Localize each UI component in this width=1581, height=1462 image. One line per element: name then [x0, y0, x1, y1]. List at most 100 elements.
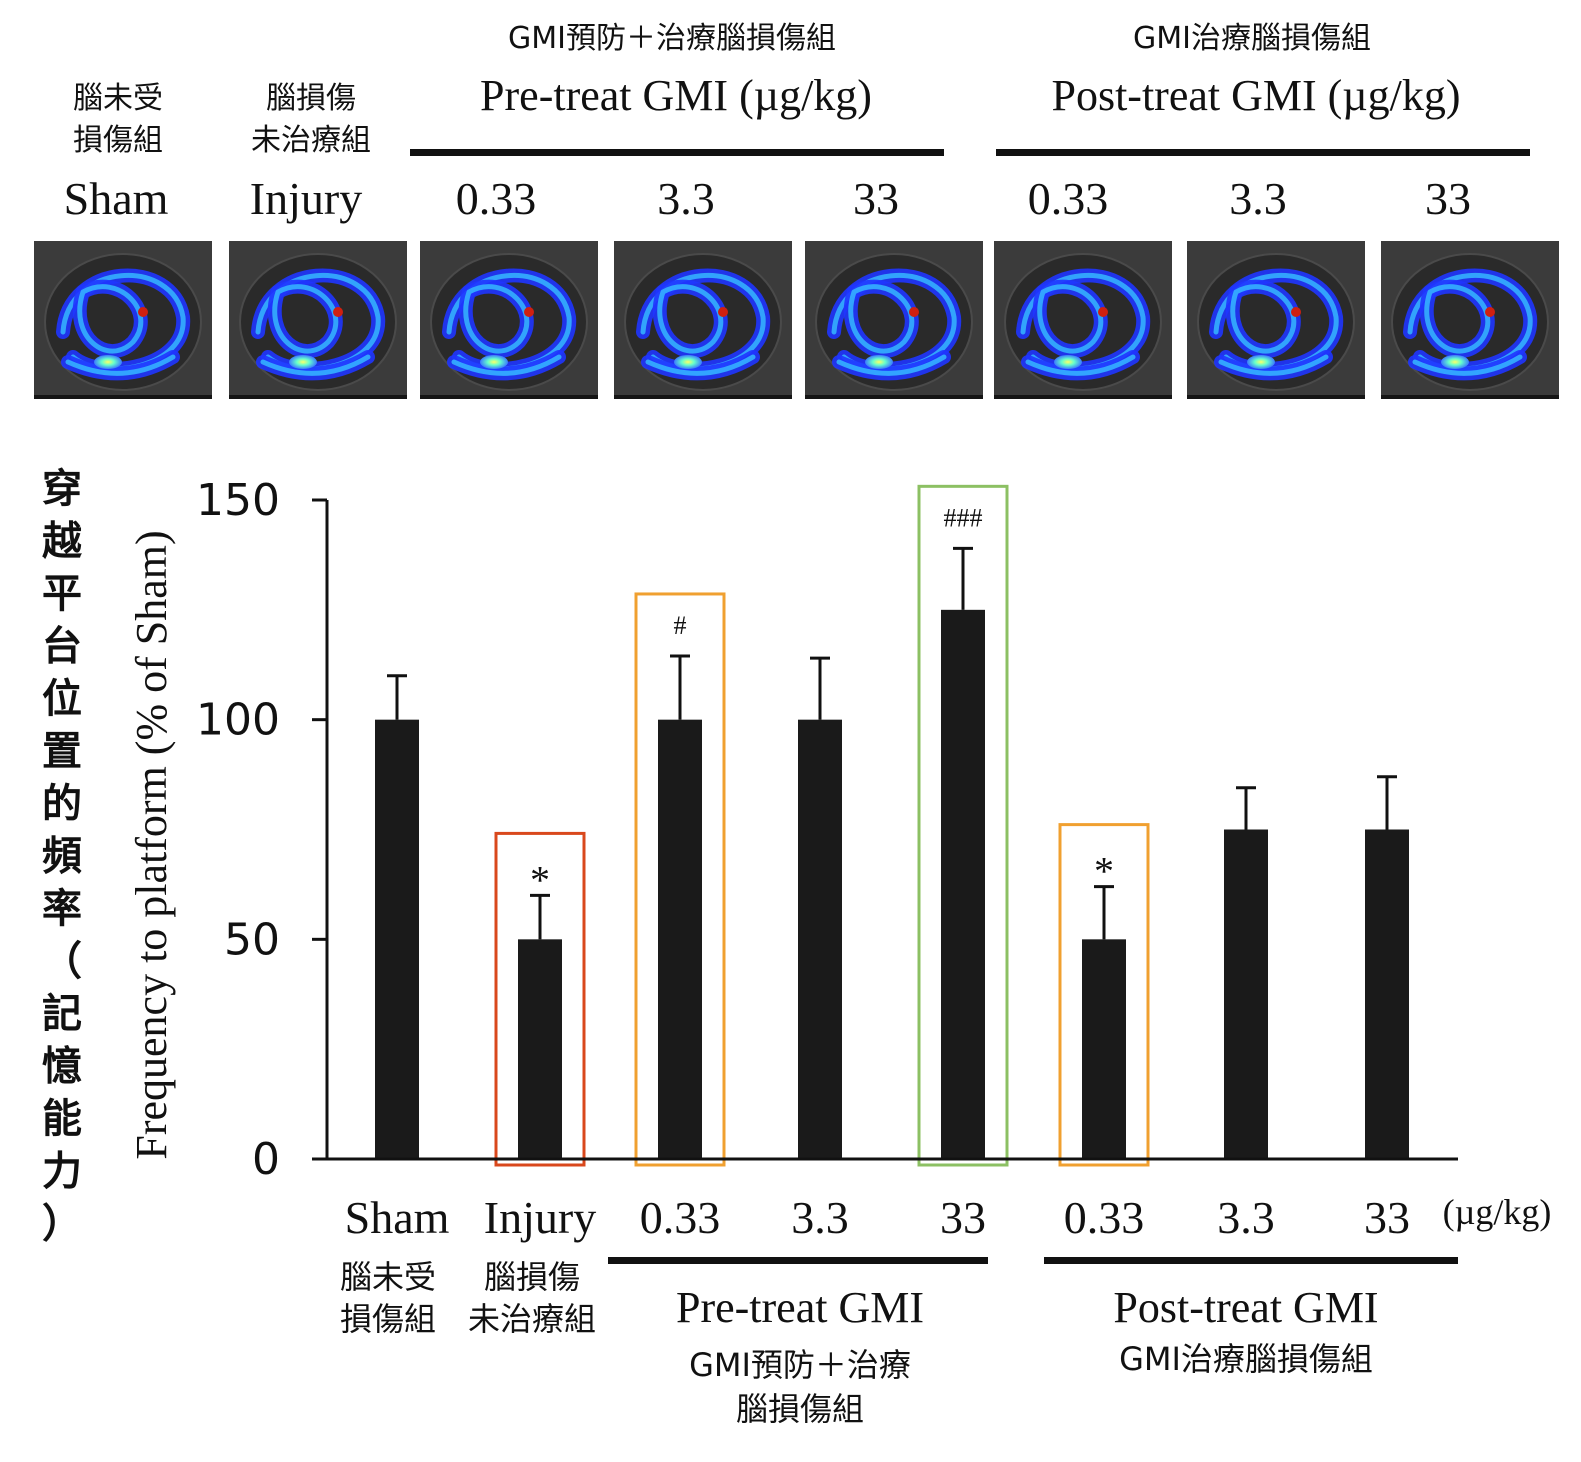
- injury-cn-label-line2: 未治療組: [251, 123, 371, 158]
- bar: [798, 719, 842, 1159]
- annotation-label: *: [530, 857, 550, 902]
- post-group-cn-title: GMI治療腦損傷組: [1133, 21, 1371, 56]
- hotspot: [674, 355, 702, 369]
- y-axis-cn-char: （: [42, 939, 82, 985]
- highlight-box: [634, 592, 726, 1167]
- trace-image-border: [805, 395, 983, 399]
- x-group-post-cn-line1: GMI治療腦損傷組: [1119, 1340, 1373, 1378]
- x-cn-sham-line1: 腦未受: [340, 1258, 436, 1296]
- swim-path-highlight: [451, 354, 562, 376]
- trace-image: [34, 241, 212, 399]
- y-axis-cn-char: 台: [42, 624, 82, 670]
- error-bars: [387, 546, 1397, 940]
- column-label: 33: [853, 173, 899, 224]
- post-group-axis-underline: [1044, 1257, 1458, 1264]
- x-cn-sham-line2: 損傷組: [340, 1300, 436, 1338]
- hotspot-peak: [333, 307, 343, 317]
- column-label: Sham: [64, 173, 169, 224]
- sham-cn-label-line1: 腦未受: [73, 81, 163, 116]
- column-label: 0.33: [456, 173, 537, 224]
- bar: [941, 609, 985, 1159]
- x-group-pre-cn-line2: 腦損傷組: [736, 1390, 864, 1428]
- y-tick-label: 100: [196, 695, 280, 746]
- post-group-en-title: Post-treat GMI (µg/kg): [1051, 71, 1460, 120]
- swim-path-highlight: [1424, 284, 1491, 354]
- annotation-label: *: [1094, 849, 1114, 894]
- injury-cn-label-line1: 腦損傷: [266, 81, 356, 116]
- trace-image-border: [1187, 395, 1365, 399]
- swim-path-highlight: [1412, 354, 1523, 376]
- sham-cn-label-line2: 損傷組: [73, 123, 163, 158]
- swim-path-highlight: [645, 354, 756, 376]
- hotspot-peak: [909, 307, 919, 317]
- swim-path-highlight: [657, 284, 724, 354]
- swim-path-highlight: [848, 284, 915, 354]
- pre-group-underline: [410, 149, 944, 156]
- bar: [1224, 829, 1268, 1159]
- hotspot-peak: [138, 307, 148, 317]
- swim-path-highlight: [272, 284, 339, 354]
- y-axis-cn-char: 平: [42, 571, 82, 617]
- post-group-underline: [996, 149, 1530, 156]
- trace-image-border: [229, 395, 407, 399]
- y-axis-cn-char: 置: [42, 729, 82, 775]
- y-tick-label: 0: [252, 1134, 280, 1185]
- bar: [518, 939, 562, 1159]
- hotspot-peak: [524, 307, 534, 317]
- y-axis-cn-char: 越: [42, 519, 82, 565]
- swim-path-highlight: [260, 354, 371, 376]
- swim-path-highlight: [1025, 354, 1136, 376]
- x-tick-label: 3.3: [791, 1192, 849, 1243]
- swim-trace-images: [34, 241, 1559, 399]
- y-axis-label: Frequency to platform (% of Sham): [127, 530, 176, 1159]
- highlight-boxes: [494, 484, 1150, 1167]
- y-tick-label: 50: [224, 914, 280, 965]
- hotspot-peak: [1485, 307, 1495, 317]
- x-tick-label: Sham: [345, 1192, 450, 1243]
- swim-path-highlight: [1218, 354, 1329, 376]
- bars: [375, 609, 1409, 1159]
- hotspot: [289, 355, 317, 369]
- pre-group-axis-underline: [608, 1257, 988, 1264]
- hotspot: [1441, 355, 1469, 369]
- bar: [1365, 829, 1409, 1159]
- trace-image: [614, 241, 792, 399]
- trace-image-border: [614, 395, 792, 399]
- annotation-label: #: [674, 611, 687, 640]
- column-label: 3.3: [657, 173, 715, 224]
- highlight-box: [917, 484, 1009, 1167]
- header: GMI預防＋治療腦損傷組 GMI治療腦損傷組 Pre-treat GMI (µg…: [64, 21, 1530, 224]
- bar-chart: Frequency to platform (% of Sham) 0 50 100…: [127, 475, 1551, 1428]
- hotspot: [94, 355, 122, 369]
- bar: [1082, 939, 1126, 1159]
- x-tick-label: 3.3: [1217, 1192, 1275, 1243]
- swim-path-highlight: [1230, 284, 1297, 354]
- trace-image: [1381, 241, 1559, 399]
- trace-image: [994, 241, 1172, 399]
- trace-image-border: [994, 395, 1172, 399]
- y-axis-cn-char: 率: [42, 886, 82, 932]
- column-label: 3.3: [1229, 173, 1287, 224]
- y-axis-cn-char: 位: [42, 676, 82, 722]
- y-axis-cn-char: 憶: [42, 1044, 82, 1090]
- y-tick-label: 150: [196, 475, 280, 526]
- significance-annotations: *####*: [530, 503, 1114, 902]
- y-axis-cn-char: 的: [42, 781, 82, 827]
- trace-image: [229, 241, 407, 399]
- trace-image: [420, 241, 598, 399]
- highlight-box: [1058, 823, 1150, 1167]
- swim-path-highlight: [65, 354, 176, 376]
- hotspot: [480, 355, 508, 369]
- unit-label: (µg/kg): [1443, 1192, 1552, 1232]
- x-group-pre-cn-line1: GMI預防＋治療: [689, 1346, 911, 1384]
- x-group-pre-label: Pre-treat GMI: [676, 1283, 924, 1332]
- y-axis-cn-char: 頻: [42, 834, 82, 880]
- x-tick-label: 33: [940, 1192, 986, 1243]
- hotspot-peak: [1291, 307, 1301, 317]
- y-axis-cn-char: 穿: [42, 466, 82, 512]
- hotspot: [1054, 355, 1082, 369]
- highlight-box: [494, 831, 586, 1167]
- trace-image: [1187, 241, 1365, 399]
